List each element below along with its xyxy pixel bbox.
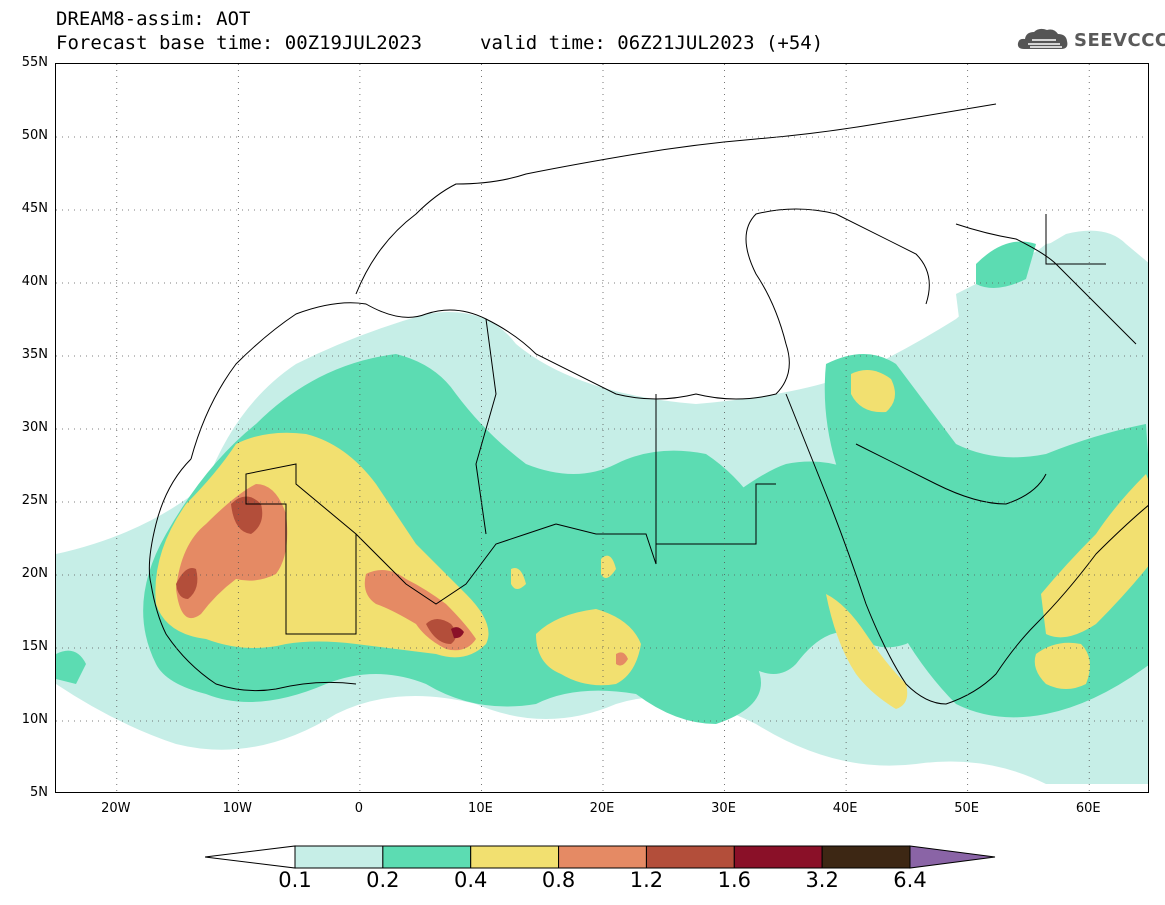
lat-tick-label: 25N bbox=[21, 493, 48, 508]
lon-tick-label: 50E bbox=[954, 801, 980, 816]
lon-tick-label: 10E bbox=[468, 801, 493, 816]
logo-text: SEEVCCC bbox=[1074, 29, 1165, 51]
lon-tick-label: 20W bbox=[101, 801, 131, 816]
lat-tick-label: 15N bbox=[21, 639, 48, 654]
lat-tick-label: 50N bbox=[21, 128, 48, 143]
lat-tick-label: 40N bbox=[21, 274, 48, 289]
cloud-icon bbox=[1017, 28, 1068, 49]
seevccc-logo: SEEVCCC bbox=[1016, 26, 1165, 54]
forecast-base-time: Forecast base time: 00Z19JUL2023 bbox=[56, 32, 423, 54]
lat-tick-label: 35N bbox=[21, 347, 48, 362]
aot-map bbox=[55, 63, 1149, 793]
lon-tick-label: 30E bbox=[711, 801, 736, 816]
valid-time: valid time: 06Z21JUL2023 (+54) bbox=[480, 32, 824, 54]
colorbar-level-label: 6.4 bbox=[893, 868, 927, 892]
lon-tick-label: 0 bbox=[354, 801, 364, 816]
colorbar-level-label: 1.2 bbox=[629, 868, 664, 892]
lat-tick-label: 45N bbox=[21, 201, 48, 216]
colorbar-level-label: 0.2 bbox=[366, 868, 400, 892]
colorbar-swatch bbox=[294, 845, 384, 869]
colorbar bbox=[205, 845, 996, 869]
colorbar-swatch bbox=[645, 845, 735, 869]
colorbar-level-label: 1.6 bbox=[717, 868, 751, 892]
aot-map-canvas bbox=[56, 64, 1148, 792]
map-title: DREAM8-assim: AOT bbox=[56, 8, 251, 30]
colorbar-level-label: 0.8 bbox=[541, 868, 576, 892]
colorbar-swatch bbox=[558, 845, 647, 869]
colorbar-over-arrow bbox=[909, 845, 996, 869]
colorbar-swatch bbox=[733, 845, 823, 869]
colorbar-level-label: 3.2 bbox=[805, 868, 839, 892]
aot-layer-1.2 bbox=[176, 496, 456, 644]
lat-tick-label: 55N bbox=[21, 55, 48, 70]
coastlines bbox=[148, 103, 1148, 705]
lon-tick-label: 10W bbox=[222, 801, 253, 816]
colorbar-under-arrow bbox=[205, 845, 296, 869]
colorbar-level-label: 0.4 bbox=[454, 868, 488, 892]
lon-tick-label: 20E bbox=[589, 801, 615, 816]
colorbar-level-label: 0.1 bbox=[278, 868, 312, 892]
lon-tick-label: 40E bbox=[832, 801, 858, 816]
lon-tick-label: 60E bbox=[1075, 801, 1101, 816]
colorbar-swatch bbox=[821, 845, 911, 869]
colorbar-swatch bbox=[470, 845, 560, 869]
aot-layer-1.6 bbox=[451, 627, 464, 639]
colorbar-swatches bbox=[294, 845, 911, 869]
lat-tick-label: 10N bbox=[21, 712, 48, 727]
lat-tick-label: 5N bbox=[30, 785, 48, 800]
lat-tick-label: 30N bbox=[21, 420, 48, 435]
colorbar-swatch bbox=[382, 845, 472, 869]
lat-tick-label: 20N bbox=[21, 566, 48, 581]
